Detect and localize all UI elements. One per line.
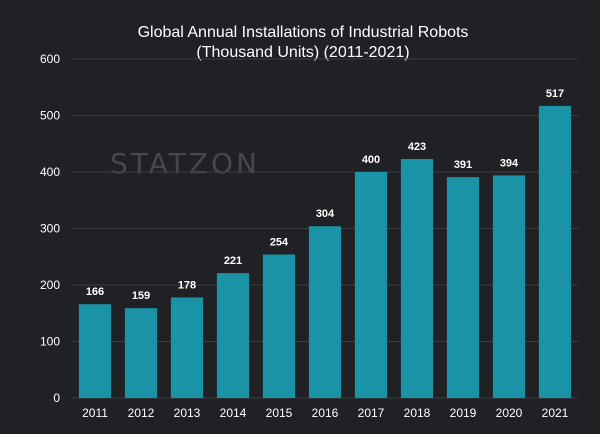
y-tick-label: 300 bbox=[40, 222, 60, 236]
watermark: STATZON bbox=[110, 147, 260, 180]
bars bbox=[78, 105, 572, 399]
bar-2017 bbox=[354, 172, 388, 398]
y-tick-label: 400 bbox=[40, 165, 60, 179]
bar-value-label: 391 bbox=[454, 159, 472, 171]
bar-2014 bbox=[216, 273, 250, 398]
x-tick-label: 2013 bbox=[174, 406, 201, 420]
bar-2016 bbox=[308, 226, 342, 398]
x-tick-label: 2021 bbox=[542, 406, 569, 420]
bar-2020 bbox=[492, 175, 526, 398]
x-tick-label: 2020 bbox=[496, 406, 523, 420]
bar-value-label: 394 bbox=[500, 157, 519, 169]
bar-value-label: 304 bbox=[316, 208, 335, 220]
bar-value-label: 221 bbox=[224, 255, 242, 267]
bar-2021 bbox=[538, 105, 572, 399]
bar-2019 bbox=[446, 177, 480, 398]
bar-value-labels: 166 159 178 221 254 304 400 423 391 394 517 bbox=[86, 88, 564, 302]
bar-2013 bbox=[170, 297, 204, 398]
y-tick-label: 0 bbox=[53, 391, 60, 405]
bar-value-label: 400 bbox=[362, 154, 380, 166]
bar-value-label: 423 bbox=[408, 141, 426, 153]
x-tick-label: 2017 bbox=[358, 406, 385, 420]
y-axis-ticks: 0 100 200 300 400 500 600 bbox=[40, 52, 60, 405]
bar-value-label: 178 bbox=[178, 279, 196, 291]
x-tick-label: 2018 bbox=[404, 406, 431, 420]
y-tick-label: 100 bbox=[40, 335, 60, 349]
x-tick-label: 2019 bbox=[450, 406, 477, 420]
x-tick-label: 2016 bbox=[312, 406, 339, 420]
bar-2012 bbox=[124, 308, 158, 398]
watermark-logo: STATZON bbox=[110, 147, 260, 180]
y-tick-label: 500 bbox=[40, 109, 60, 123]
chart-title-line-1: Global Annual Installations of Industria… bbox=[138, 24, 469, 41]
x-tick-label: 2014 bbox=[220, 406, 247, 420]
y-tick-label: 200 bbox=[40, 278, 60, 292]
bar-2011 bbox=[78, 304, 112, 398]
x-axis-ticks: 2011 2012 2013 2014 2015 2016 2017 2018 2019 2020… bbox=[82, 406, 569, 420]
bar-value-label: 254 bbox=[270, 236, 289, 248]
chart-title-line-2: (Thousand Units) (2011-2021) bbox=[196, 44, 409, 61]
bar-value-label: 517 bbox=[546, 88, 564, 100]
x-tick-label: 2011 bbox=[82, 406, 108, 420]
bar-2015 bbox=[262, 254, 296, 398]
x-tick-label: 2012 bbox=[128, 406, 155, 420]
bar-value-label: 166 bbox=[86, 286, 104, 298]
y-tick-label: 600 bbox=[40, 52, 60, 66]
x-tick-label: 2015 bbox=[266, 406, 293, 420]
bar-2018 bbox=[400, 159, 434, 398]
bar-value-label: 159 bbox=[132, 290, 150, 302]
